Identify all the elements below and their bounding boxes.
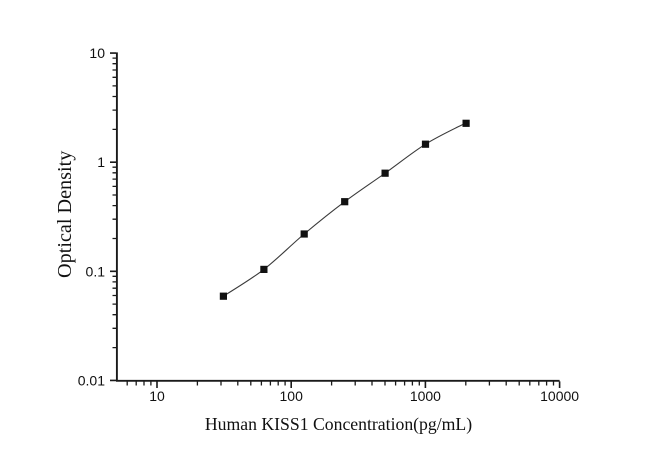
svg-text:0.01: 0.01 — [78, 372, 105, 388]
svg-text:10000: 10000 — [540, 388, 579, 404]
svg-text:10: 10 — [89, 45, 105, 61]
svg-text:100: 100 — [280, 388, 304, 404]
svg-text:Human KISS1 Concentration(pg/m: Human KISS1 Concentration(pg/mL) — [205, 414, 472, 434]
svg-text:0.1: 0.1 — [86, 263, 106, 279]
svg-text:1000: 1000 — [410, 388, 441, 404]
svg-text:Optical Density: Optical Density — [54, 150, 76, 278]
svg-text:1: 1 — [97, 154, 105, 170]
svg-text:10: 10 — [149, 388, 165, 404]
